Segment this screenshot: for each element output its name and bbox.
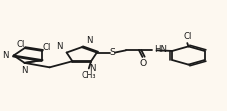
Text: N: N <box>21 66 28 75</box>
Text: Cl: Cl <box>42 43 51 52</box>
Text: S: S <box>109 48 115 57</box>
Text: CH₃: CH₃ <box>81 71 96 80</box>
Text: Cl: Cl <box>183 32 191 41</box>
Text: N: N <box>2 51 9 60</box>
Text: N: N <box>86 36 92 45</box>
Text: N: N <box>89 64 95 73</box>
Text: Cl: Cl <box>16 40 25 49</box>
Text: N: N <box>56 42 62 51</box>
Text: O: O <box>140 59 147 68</box>
Text: HN: HN <box>154 45 167 54</box>
